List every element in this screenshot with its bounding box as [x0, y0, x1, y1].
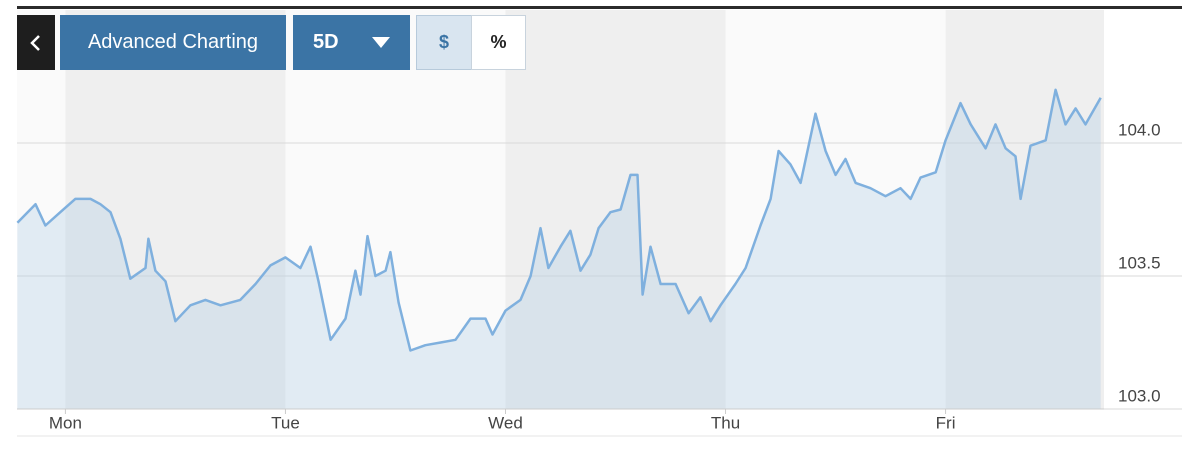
back-icon: [30, 34, 40, 51]
day-band: [505, 10, 726, 409]
range-dropdown[interactable]: 5D: [293, 15, 410, 70]
x-tick-label: Tue: [271, 413, 300, 432]
top-rule: [17, 6, 1182, 9]
dropdown-arrow: [372, 37, 390, 48]
y-tick-label: 104.0: [1118, 120, 1161, 139]
price-line: [16, 88, 1102, 352]
y-tick-label: 103.0: [1118, 386, 1161, 405]
advanced-charting-button[interactable]: Advanced Charting: [60, 15, 286, 70]
x-tick-label: Wed: [488, 413, 523, 432]
range-label: 5D: [313, 31, 339, 53]
x-tick-label: Fri: [936, 413, 956, 432]
percent-toggle[interactable]: %: [471, 15, 526, 70]
back-button[interactable]: [17, 15, 55, 70]
y-tick-label: 103.5: [1118, 253, 1161, 272]
x-tick-label: Mon: [49, 413, 82, 432]
day-band: [945, 10, 1104, 409]
x-tick-label: Thu: [711, 413, 740, 432]
day-band: [65, 10, 286, 409]
dollar-toggle[interactable]: $: [416, 15, 472, 70]
